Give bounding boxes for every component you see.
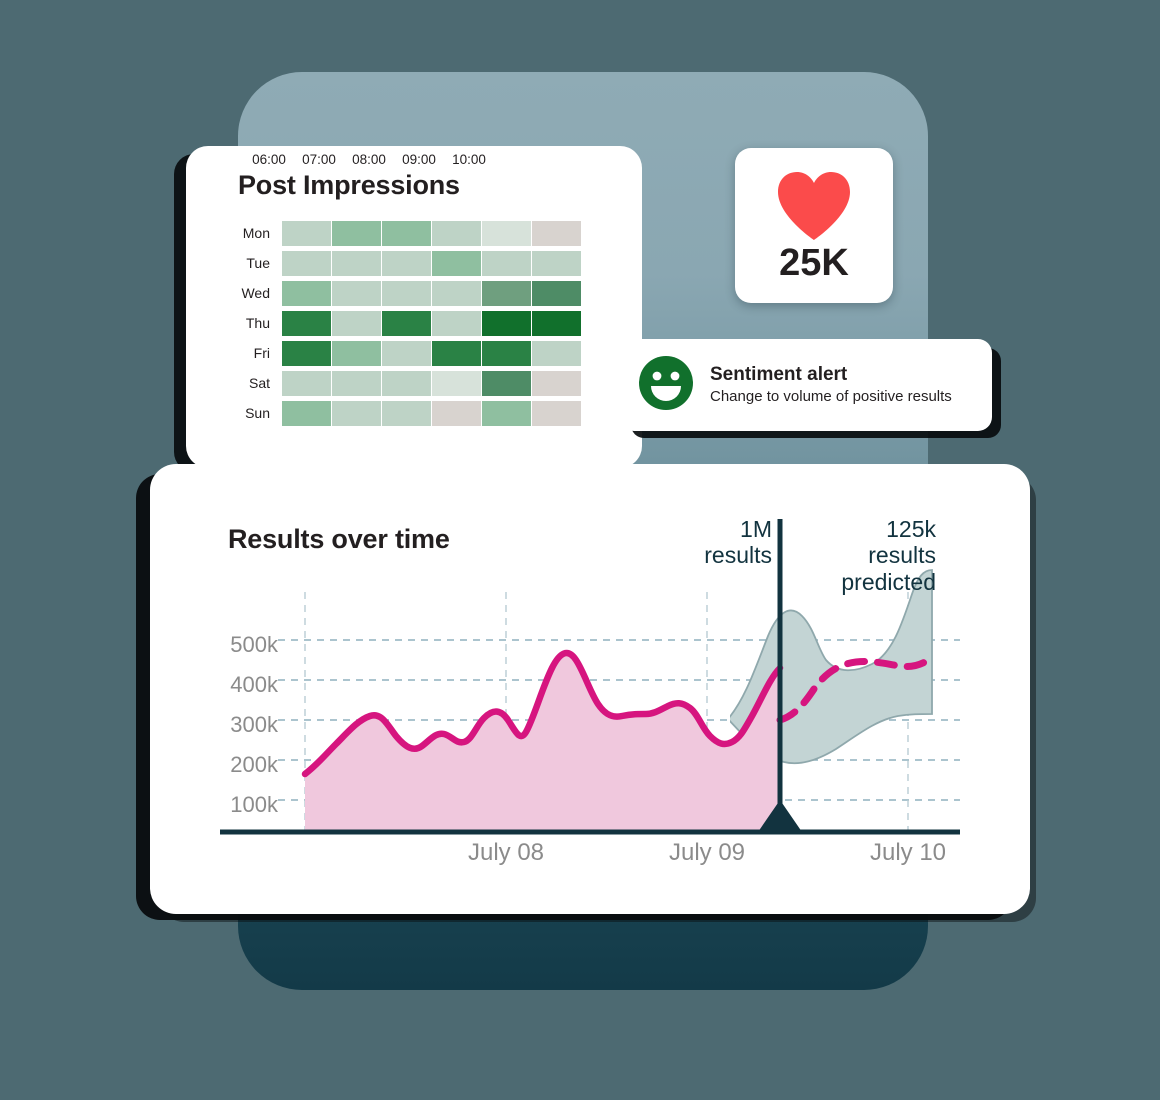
annotation-line: 1M [740,516,772,542]
heatmap-cell[interactable] [432,370,481,396]
annotation-line: results [704,542,772,569]
heatmap-cell[interactable] [332,400,381,426]
post-impressions-card: Post Impressions Mon Tue Wed Thu Fri Sat Sun 0… [186,146,642,468]
heatmap-row: Sat [236,368,582,398]
heatmap-cell[interactable] [532,370,581,396]
heatmap-cell[interactable] [382,370,431,396]
now-marker-triangle [758,800,802,832]
heatmap-row: Thu [236,308,582,338]
heatmap-cell[interactable] [282,340,331,366]
sentiment-alert-text: Sentiment alert Change to volume of posi… [710,363,952,407]
heatmap-day-label: Sat [248,375,270,391]
x-axis-tick-label: July 10 [869,839,947,866]
likes-kpi-card: 25K [735,148,893,303]
heatmap-cell[interactable] [282,310,331,336]
heatmap-cell[interactable] [382,400,431,426]
heatmap-cell[interactable] [432,280,481,306]
heatmap-cell[interactable] [532,400,581,426]
results-chart [220,519,960,835]
heatmap-cell[interactable] [482,340,531,366]
heatmap-row: Sun [236,398,582,428]
heart-icon [735,170,893,247]
heatmap-cell[interactable] [332,280,381,306]
y-axis-tick-label: 300k [230,712,278,737]
heatmap-row: Mon [236,218,582,248]
heatmap-day-label: Tue [246,255,270,271]
heatmap-time-label: 08:00 [352,152,386,167]
heatmap-cell[interactable] [332,340,381,366]
annotation-line: 125k [886,516,936,542]
heatmap-time-label: 10:00 [452,152,486,167]
heatmap-cell[interactable] [532,340,581,366]
heatmap-cell[interactable] [432,220,481,246]
heatmap-cell[interactable] [432,400,481,426]
heatmap-cell[interactable] [482,250,531,276]
results-chart-title: Results over time [228,524,450,554]
heatmap-time-label: 09:00 [402,152,436,167]
y-axis-tick-label: 200k [230,752,278,777]
results-predicted-line [776,654,936,724]
y-axis-tick-label: 400k [230,672,278,697]
heatmap-time-label: 07:00 [302,152,336,167]
heatmap-cell[interactable] [382,310,431,336]
sentiment-alert-title: Sentiment alert [710,364,848,385]
results-over-time-card: Results over time [150,464,1030,914]
heatmap-cell[interactable] [432,310,481,336]
heatmap-cell[interactable] [332,220,381,246]
heatmap-cell[interactable] [332,250,381,276]
heatmap-day-label: Thu [245,315,270,331]
smiley-face-icon [638,355,694,416]
heatmap-day-label: Sun [245,405,270,421]
heatmap-cell[interactable] [282,280,331,306]
heatmap-day-label: Wed [241,285,270,301]
heatmap-cell[interactable] [482,310,531,336]
annotation-line: predicted [841,568,936,595]
heatmap-cell[interactable] [482,370,531,396]
heatmap-cell[interactable] [382,220,431,246]
heatmap-cell[interactable] [482,280,531,306]
heatmap-cell[interactable] [432,250,481,276]
x-axis-tick-label: July 09 [668,839,746,866]
heatmap-row: Fri [236,338,582,368]
heatmap-cell[interactable] [282,400,331,426]
heatmap-cell[interactable] [382,250,431,276]
heatmap-row: Tue [236,248,582,278]
annotation-line: results [868,542,936,569]
heatmap-cell[interactable] [482,220,531,246]
heatmap-time-label: 06:00 [252,152,286,167]
annotation-current-results: 1M results [630,516,772,569]
heatmap-cell[interactable] [282,250,331,276]
heatmap-cell[interactable] [532,310,581,336]
heatmap-cell[interactable] [332,370,381,396]
heatmap-time-axis: 06:00 07:00 08:00 09:00 10:00 [244,152,642,167]
heatmap-cell[interactable] [432,340,481,366]
annotation-predicted-results: 125k results predicted [790,516,936,595]
y-axis-tick-label: 500k [230,632,278,657]
heatmap-cell[interactable] [532,250,581,276]
heatmap-cell[interactable] [532,220,581,246]
results-area-fill [305,653,780,832]
x-axis-tick-label: July 08 [467,839,545,866]
impressions-heatmap: Mon Tue Wed Thu Fri Sat Sun [236,218,582,428]
heatmap-row: Wed [236,278,582,308]
y-axis-tick-label: 100k [230,792,278,817]
heatmap-cell[interactable] [282,220,331,246]
sentiment-alert-card[interactable]: Sentiment alert Change to volume of posi… [620,339,992,431]
sentiment-alert-subtitle: Change to volume of positive results [710,387,952,405]
post-impressions-title: Post Impressions [238,170,460,200]
heatmap-cell[interactable] [332,310,381,336]
heatmap-cell[interactable] [482,400,531,426]
heatmap-day-label: Mon [242,225,270,241]
heatmap-cell[interactable] [382,280,431,306]
likes-value: 25K [779,242,849,284]
heatmap-day-label: Fri [253,345,270,361]
heatmap-cell[interactable] [382,340,431,366]
results-actual-line [301,649,784,778]
heatmap-cell[interactable] [282,370,331,396]
heatmap-cell[interactable] [532,280,581,306]
